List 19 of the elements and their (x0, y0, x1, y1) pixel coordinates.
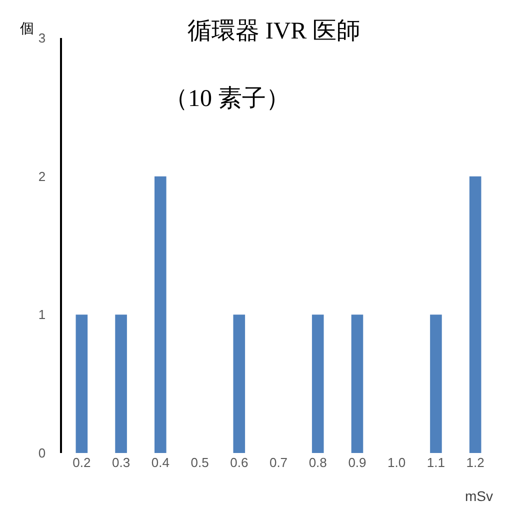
y-tick-label: 1 (38, 307, 46, 322)
y-tick-label: 2 (38, 168, 46, 184)
x-tick-label: 0.5 (190, 455, 209, 470)
y-axis-title: 個 (20, 20, 34, 36)
x-tick-label: 0.8 (308, 455, 327, 470)
x-tick-label: 1.1 (426, 455, 445, 470)
text: （10 素子） (164, 86, 290, 112)
y-tick-label: 3 (38, 30, 46, 46)
x-tick-label: 0.7 (269, 455, 288, 470)
x-tick-label: 0.6 (230, 455, 248, 470)
x-axis-title: mSv (465, 488, 493, 504)
x-tick-label: 0.4 (151, 455, 170, 470)
x-tick-label: 0.3 (112, 455, 130, 470)
x-tick-label: 1.0 (388, 455, 406, 470)
y-tick-label: 0 (38, 446, 46, 461)
chart-title: 循環器 IVR 医師 (187, 18, 361, 44)
x-tick-label: 0.9 (348, 455, 366, 470)
x-tick-label: 1.2 (466, 455, 484, 470)
x-tick-label: 0.2 (72, 455, 91, 470)
